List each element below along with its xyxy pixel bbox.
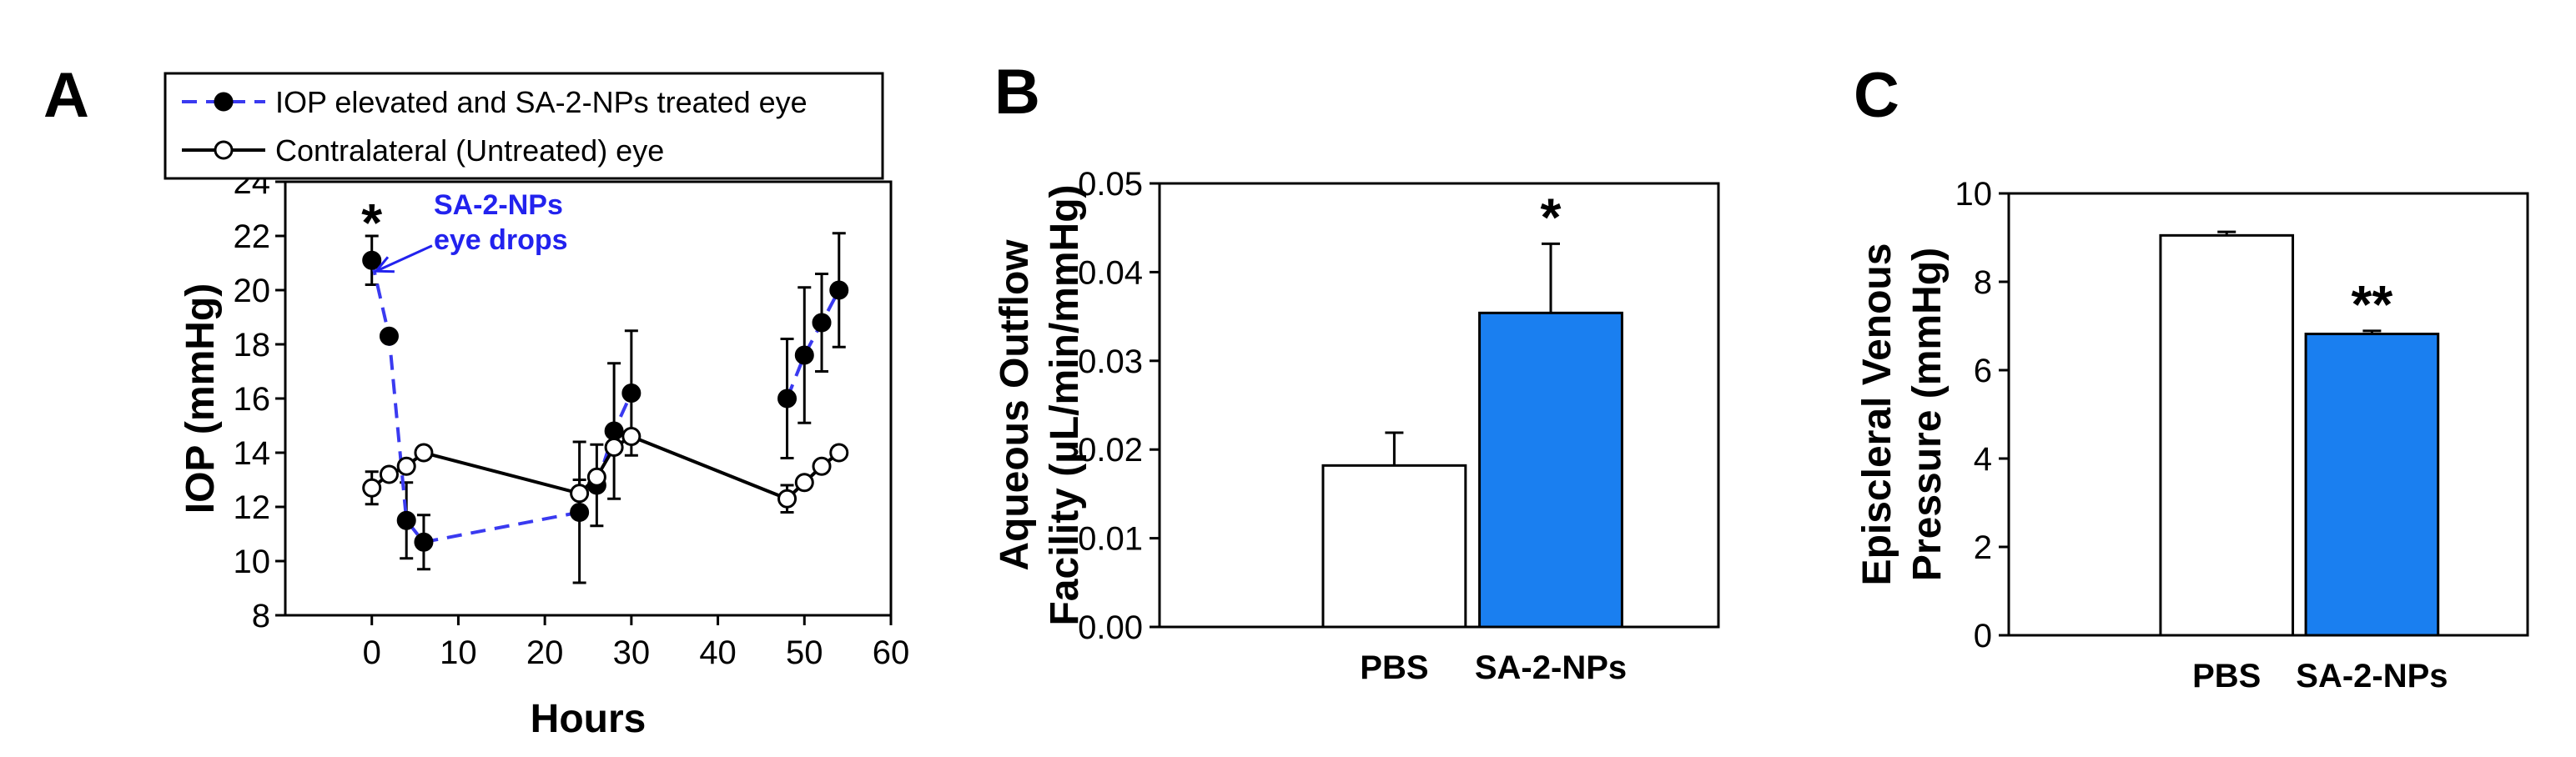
panel-c: C 0 2 4 6 8 10 PBS SA-2-NPs ** Episcleral Venous Pr… xyxy=(1854,60,2529,694)
bar xyxy=(1321,464,1467,629)
category-label: PBS xyxy=(1360,649,1428,686)
y-tick-label: 0.00 xyxy=(1078,609,1143,646)
y-tick-label: 6 xyxy=(1974,353,1992,389)
y-tick-label: 22 xyxy=(234,218,271,255)
treated-point xyxy=(812,313,832,333)
y-tick-label: 0.02 xyxy=(1078,432,1143,469)
panel-b: B 0.00 0.01 0.02 0.03 0.04 0.05 PBS SA-2-NPs * Aqu… xyxy=(993,57,1720,686)
untreated-point xyxy=(777,489,797,509)
untreated-point xyxy=(604,438,624,457)
untreated-point xyxy=(794,473,814,493)
y-tick-label: 4 xyxy=(1974,441,1992,478)
panel-letter: B xyxy=(994,57,1040,128)
untreated-point xyxy=(396,456,416,476)
legend-marker xyxy=(214,140,234,160)
untreated-point xyxy=(379,464,399,484)
y-tick-label: 8 xyxy=(1974,264,1992,301)
treated-point xyxy=(829,280,849,300)
y-tick-label: 20 xyxy=(234,273,271,309)
treated-series-line xyxy=(370,259,581,544)
treated-point xyxy=(570,503,590,522)
y-tick-label: 0.04 xyxy=(1078,254,1143,291)
legend-marker xyxy=(214,92,234,112)
untreated-point xyxy=(829,443,849,463)
y-axis-title: Aqueous Outflow xyxy=(993,239,1037,571)
y-tick-label: 0.01 xyxy=(1078,521,1143,558)
y-axis-title: IOP (mmHg) xyxy=(179,283,223,514)
y-tick-label: 10 xyxy=(234,544,271,580)
treated-point xyxy=(621,384,641,403)
x-tick-label: 0 xyxy=(363,634,381,671)
category-label: PBS xyxy=(2192,658,2261,694)
panel-letter: A xyxy=(43,60,89,131)
y-tick-label: 18 xyxy=(234,327,271,363)
treated-point xyxy=(414,532,434,552)
significance-star: * xyxy=(361,193,382,253)
y-tick-label: 2 xyxy=(1974,529,1992,566)
treated-point xyxy=(794,345,814,365)
category-label: SA-2-NPs xyxy=(2296,658,2448,694)
untreated-point xyxy=(414,443,434,463)
x-tick-label: 10 xyxy=(440,634,477,671)
significance-star: * xyxy=(1541,187,1562,247)
y-tick-label: 14 xyxy=(234,435,271,472)
y-tick-label: 12 xyxy=(234,489,271,526)
y-tick-label: 0.03 xyxy=(1078,343,1143,380)
y-tick-label: 0 xyxy=(1974,618,1992,654)
annotation-arrow-head xyxy=(373,256,395,273)
x-tick-label: 40 xyxy=(699,634,737,671)
untreated-point xyxy=(586,467,606,487)
y-axis-title: Pressure (mmHg) xyxy=(1905,248,1950,581)
y-axis-title: Facility (µL/min/mmHg) xyxy=(1043,184,1087,625)
x-axis-title: Hours xyxy=(531,697,647,741)
untreated-point xyxy=(362,478,382,498)
untreated-point xyxy=(621,427,641,446)
treated-point xyxy=(362,250,382,270)
legend-entry: IOP elevated and SA-2-NPs treated eye xyxy=(275,85,808,119)
y-tick-label: 10 xyxy=(1955,176,1993,213)
bar xyxy=(2159,233,2295,637)
legend-entry: Contralateral (Untreated) eye xyxy=(275,133,664,168)
x-tick-label: 50 xyxy=(786,634,823,671)
x-tick-label: 20 xyxy=(526,634,564,671)
annotation-arrow xyxy=(375,244,433,273)
y-axis-title: Episcleral Venous xyxy=(1855,243,1899,586)
eye-drops-annotation: SA-2-NPs xyxy=(434,189,563,221)
untreated-point xyxy=(570,484,590,504)
treated-point xyxy=(379,326,399,346)
significance-star: ** xyxy=(2351,274,2392,334)
panel-letter: C xyxy=(1854,60,1899,131)
treated-point xyxy=(777,389,797,409)
x-tick-label: 30 xyxy=(613,634,651,671)
y-tick-label: 0.05 xyxy=(1078,166,1143,203)
x-tick-label: 60 xyxy=(873,634,910,671)
eye-drops-annotation: eye drops xyxy=(434,224,568,256)
bar xyxy=(2304,333,2440,637)
treated-point xyxy=(396,510,416,530)
treated-series-line xyxy=(785,289,841,399)
y-tick-label: 16 xyxy=(234,381,271,418)
treated-point xyxy=(604,421,624,441)
bar xyxy=(1478,311,1623,629)
untreated-point xyxy=(812,456,832,476)
y-tick-label: 8 xyxy=(252,598,270,634)
legend-box xyxy=(164,72,884,180)
category-label: SA-2-NPs xyxy=(1475,649,1627,686)
